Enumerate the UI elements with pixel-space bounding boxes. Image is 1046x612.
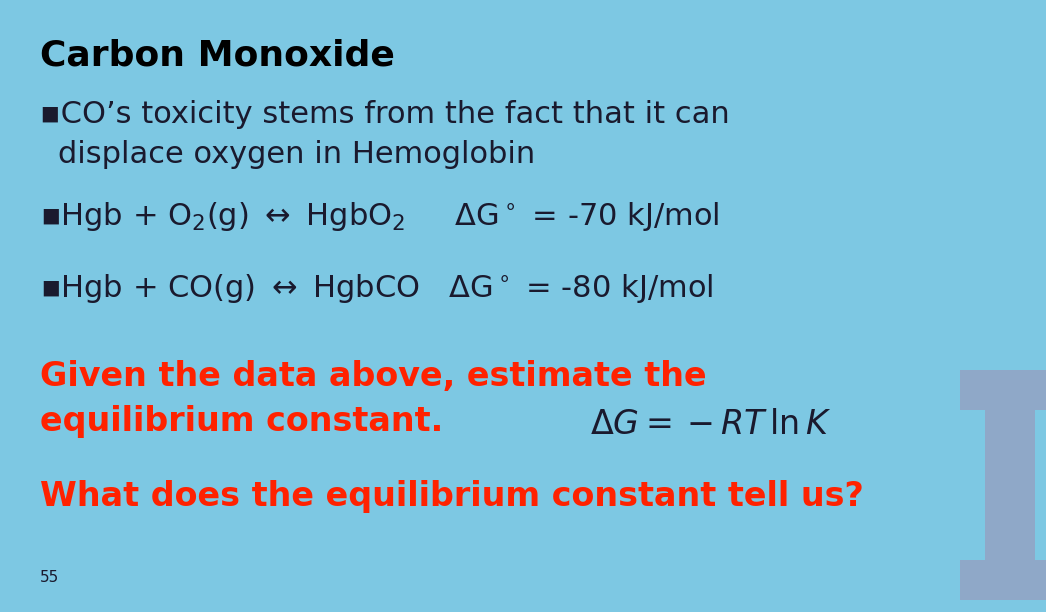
Text: Given the data above, estimate the: Given the data above, estimate the	[40, 360, 707, 393]
Bar	[960, 560, 1046, 600]
Text: ▪Hgb + CO(g) $\leftrightarrow$ HgbCO   $\Delta$G$^\circ$ = -80 kJ/mol: ▪Hgb + CO(g) $\leftrightarrow$ HgbCO $\D…	[40, 272, 713, 305]
Text: displace oxygen in Hemoglobin: displace oxygen in Hemoglobin	[58, 140, 536, 169]
Bar	[985, 410, 1034, 560]
Text: Carbon Monoxide: Carbon Monoxide	[40, 38, 395, 72]
Text: $\Delta G = -RT\,\ln K$: $\Delta G = -RT\,\ln K$	[590, 408, 832, 441]
Text: ▪Hgb + O$_2$(g) $\leftrightarrow$ HgbO$_2$     $\Delta$G$^\circ$ = -70 kJ/mol: ▪Hgb + O$_2$(g) $\leftrightarrow$ HgbO$_…	[40, 200, 720, 233]
Text: 55: 55	[40, 570, 60, 585]
Text: What does the equilibrium constant tell us?: What does the equilibrium constant tell …	[40, 480, 864, 513]
Text: equilibrium constant.: equilibrium constant.	[40, 405, 444, 438]
Text: ▪CO’s toxicity stems from the fact that it can: ▪CO’s toxicity stems from the fact that …	[40, 100, 730, 129]
Bar	[960, 370, 1046, 410]
